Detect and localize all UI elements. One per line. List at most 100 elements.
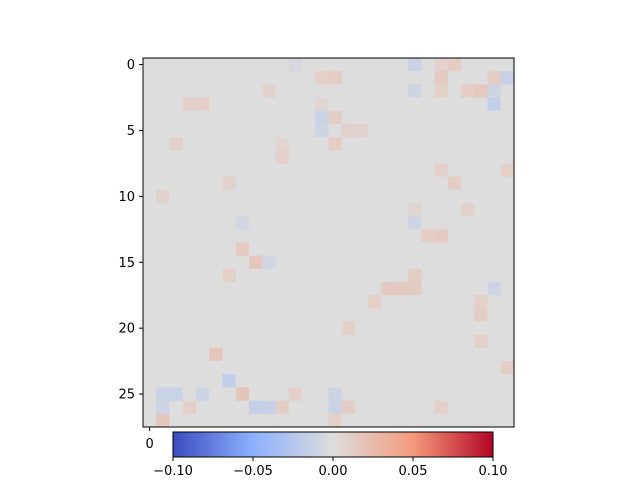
heatmap-cell: [196, 216, 210, 230]
heatmap-cell: [169, 361, 184, 375]
heatmap-cell: [302, 255, 316, 270]
heatmap-cell: [394, 110, 409, 125]
heatmap-cell: [288, 361, 303, 375]
heatmap-cell: [421, 374, 435, 388]
heatmap-cell: [249, 216, 263, 230]
heatmap-cell: [421, 123, 435, 138]
heatmap-cell: [447, 189, 462, 204]
heatmap-cell: [288, 110, 303, 125]
heatmap-cell: [368, 84, 382, 99]
heatmap-cell: [249, 308, 263, 323]
heatmap-cell: [196, 242, 210, 257]
heatmap-cell: [421, 110, 435, 125]
heatmap-cell: [302, 347, 316, 362]
heatmap-cell: [394, 321, 409, 336]
heatmap-cell: [487, 255, 502, 270]
heatmap-cell: [447, 413, 462, 428]
heatmap-cell: [275, 413, 290, 428]
heatmap-cell: [209, 176, 223, 191]
heatmap-cell: [209, 84, 223, 99]
heatmap-cell: [421, 202, 435, 217]
heatmap-cell: [222, 374, 237, 388]
heatmap-cell: [182, 110, 197, 125]
heatmap-cell: [209, 58, 223, 72]
heatmap-cell: [447, 202, 462, 217]
heatmap-cell: [288, 347, 303, 362]
heatmap-cell: [434, 282, 449, 296]
heatmap-cell: [288, 400, 303, 415]
heatmap-cell: [434, 58, 449, 72]
heatmap-cell: [368, 400, 382, 415]
heatmap-cell: [341, 268, 356, 283]
heatmap-cell: [461, 334, 475, 349]
heatmap-cell: [461, 216, 475, 230]
heatmap-cell: [421, 282, 435, 296]
heatmap-cell: [196, 189, 210, 204]
heatmap-cell: [182, 361, 197, 375]
heatmap-cell: [222, 334, 237, 349]
heatmap-cell: [275, 84, 290, 99]
heatmap-cell: [355, 400, 369, 415]
heatmap-cell: [341, 387, 356, 402]
heatmap-cell: [315, 413, 329, 428]
heatmap-cell: [302, 97, 316, 112]
heatmap-cell: [447, 295, 462, 309]
heatmap-cell: [474, 361, 488, 375]
heatmap-cell: [182, 137, 197, 151]
heatmap-cell: [275, 282, 290, 296]
heatmap-cell: [275, 189, 290, 204]
heatmap-cell: [474, 84, 488, 99]
heatmap-cell: [341, 110, 356, 125]
heatmap-cell: [275, 387, 290, 402]
heatmap-cell: [275, 123, 290, 138]
heatmap-cell: [156, 229, 170, 243]
heatmap-cell: [235, 58, 250, 72]
heatmap-cell: [355, 361, 369, 375]
heatmap-cell: [196, 387, 210, 402]
heatmap-cell: [408, 176, 422, 191]
heatmap-cell: [500, 268, 515, 283]
heatmap-cell: [222, 242, 237, 257]
heatmap-cell: [315, 242, 329, 257]
heatmap-cell: [394, 308, 409, 323]
heatmap-cell: [434, 295, 449, 309]
heatmap-cell: [302, 242, 316, 257]
heatmap-cell: [421, 97, 435, 112]
heatmap-cell: [355, 268, 369, 283]
heatmap-cell: [222, 308, 237, 323]
heatmap-cell: [394, 413, 409, 428]
heatmap-cell: [381, 242, 396, 257]
heatmap-cell: [288, 58, 303, 72]
heatmap-cell: [355, 334, 369, 349]
heatmap-cell: [447, 150, 462, 164]
heatmap-cell: [355, 110, 369, 125]
heatmap-cell: [156, 282, 170, 296]
heatmap-cell: [487, 242, 502, 257]
heatmap-cell: [500, 242, 515, 257]
heatmap-cell: [156, 110, 170, 125]
heatmap-cell: [355, 137, 369, 151]
heatmap-cell: [302, 361, 316, 375]
heatmap-cell: [341, 84, 356, 99]
heatmap-cell: [156, 163, 170, 178]
heatmap-cell: [408, 216, 422, 230]
colorbar-tick-label: −0.05: [233, 464, 273, 479]
heatmap-cell: [156, 150, 170, 164]
heatmap-cell: [341, 163, 356, 178]
heatmap-cell: [461, 321, 475, 336]
heatmap-cell: [222, 255, 237, 270]
heatmap-cell: [262, 150, 276, 164]
heatmap-cell: [222, 137, 237, 151]
heatmap-cell: [500, 84, 515, 99]
heatmap-cell: [143, 242, 157, 257]
y-tick-label: 10: [118, 190, 135, 205]
heatmap-cell: [302, 176, 316, 191]
heatmap-cell: [196, 176, 210, 191]
heatmap-cell: [381, 361, 396, 375]
heatmap-cell: [235, 295, 250, 309]
heatmap-cell: [315, 308, 329, 323]
heatmap-cell: [209, 123, 223, 138]
heatmap-cell: [447, 84, 462, 99]
heatmap-cell: [328, 334, 343, 349]
heatmap-cell: [235, 334, 250, 349]
